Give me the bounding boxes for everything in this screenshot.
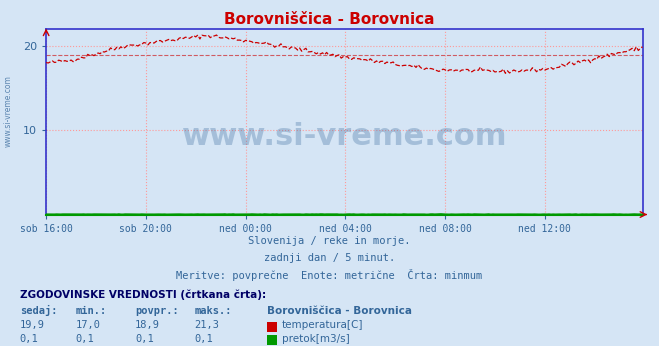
Text: ZGODOVINSKE VREDNOSTI (črtkana črta):: ZGODOVINSKE VREDNOSTI (črtkana črta): — [20, 289, 266, 300]
Text: sedaj:: sedaj: — [20, 305, 57, 316]
Text: 18,9: 18,9 — [135, 320, 160, 330]
Text: 17,0: 17,0 — [76, 320, 101, 330]
Text: Borovniščica - Borovnica: Borovniščica - Borovnica — [224, 12, 435, 27]
Text: Borovniščica - Borovnica: Borovniščica - Borovnica — [267, 306, 412, 316]
Text: maks.:: maks.: — [194, 306, 232, 316]
Text: pretok[m3/s]: pretok[m3/s] — [282, 334, 350, 344]
Text: 0,1: 0,1 — [76, 334, 94, 344]
Text: temperatura[C]: temperatura[C] — [282, 320, 364, 330]
Text: 0,1: 0,1 — [135, 334, 154, 344]
Text: 0,1: 0,1 — [20, 334, 38, 344]
Text: www.si-vreme.com: www.si-vreme.com — [182, 122, 507, 151]
Text: povpr.:: povpr.: — [135, 306, 179, 316]
Text: zadnji dan / 5 minut.: zadnji dan / 5 minut. — [264, 253, 395, 263]
Text: 21,3: 21,3 — [194, 320, 219, 330]
Text: Slovenija / reke in morje.: Slovenija / reke in morje. — [248, 236, 411, 246]
Text: Meritve: povprečne  Enote: metrične  Črta: minmum: Meritve: povprečne Enote: metrične Črta:… — [177, 268, 482, 281]
Text: 0,1: 0,1 — [194, 334, 213, 344]
Text: 19,9: 19,9 — [20, 320, 45, 330]
Text: min.:: min.: — [76, 306, 107, 316]
Text: www.si-vreme.com: www.si-vreme.com — [3, 75, 13, 147]
